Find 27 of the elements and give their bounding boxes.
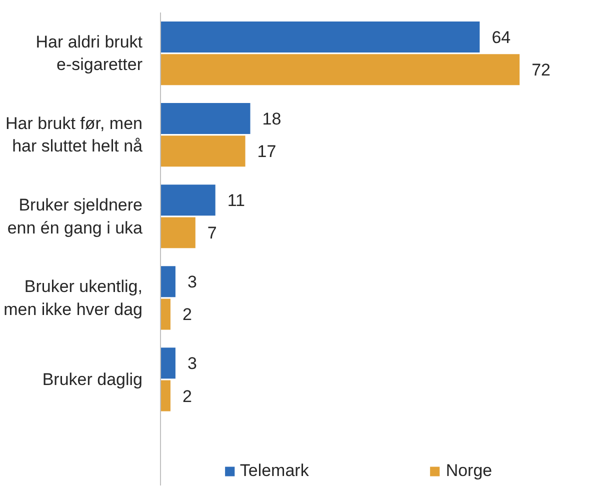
bar <box>160 184 216 216</box>
bar <box>160 54 520 86</box>
data-label: 3 <box>187 354 197 374</box>
y-tick-label: Har brukt før, men har sluttet helt nå <box>6 114 144 156</box>
data-label: 11 <box>227 191 246 210</box>
data-label: 2 <box>182 305 192 324</box>
bar <box>160 380 170 412</box>
data-label: 17 <box>257 142 276 162</box>
bar <box>160 136 246 167</box>
y-tick-label: Bruker ukentlig, men ikke hver dag <box>4 277 143 319</box>
data-label: 72 <box>532 60 551 80</box>
bar <box>160 348 176 379</box>
data-label: 3 <box>187 272 197 292</box>
y-tick-label: Bruker daglig <box>42 370 143 389</box>
bar <box>160 298 170 330</box>
legend-label: Telemark <box>240 461 309 481</box>
y-tick-label: Bruker sjeldnere enn én gang i uka <box>7 195 144 238</box>
bar <box>160 217 196 248</box>
legend-label: Norge <box>446 461 492 481</box>
data-label: 18 <box>262 110 282 129</box>
data-label: 2 <box>182 386 192 406</box>
bar <box>160 21 480 52</box>
bar <box>160 266 176 298</box>
data-label: 64 <box>492 28 511 47</box>
data-label: 7 <box>207 224 217 243</box>
bar <box>160 103 250 134</box>
y-tick-label: Har aldri brukt e-sigaretter <box>36 32 143 74</box>
